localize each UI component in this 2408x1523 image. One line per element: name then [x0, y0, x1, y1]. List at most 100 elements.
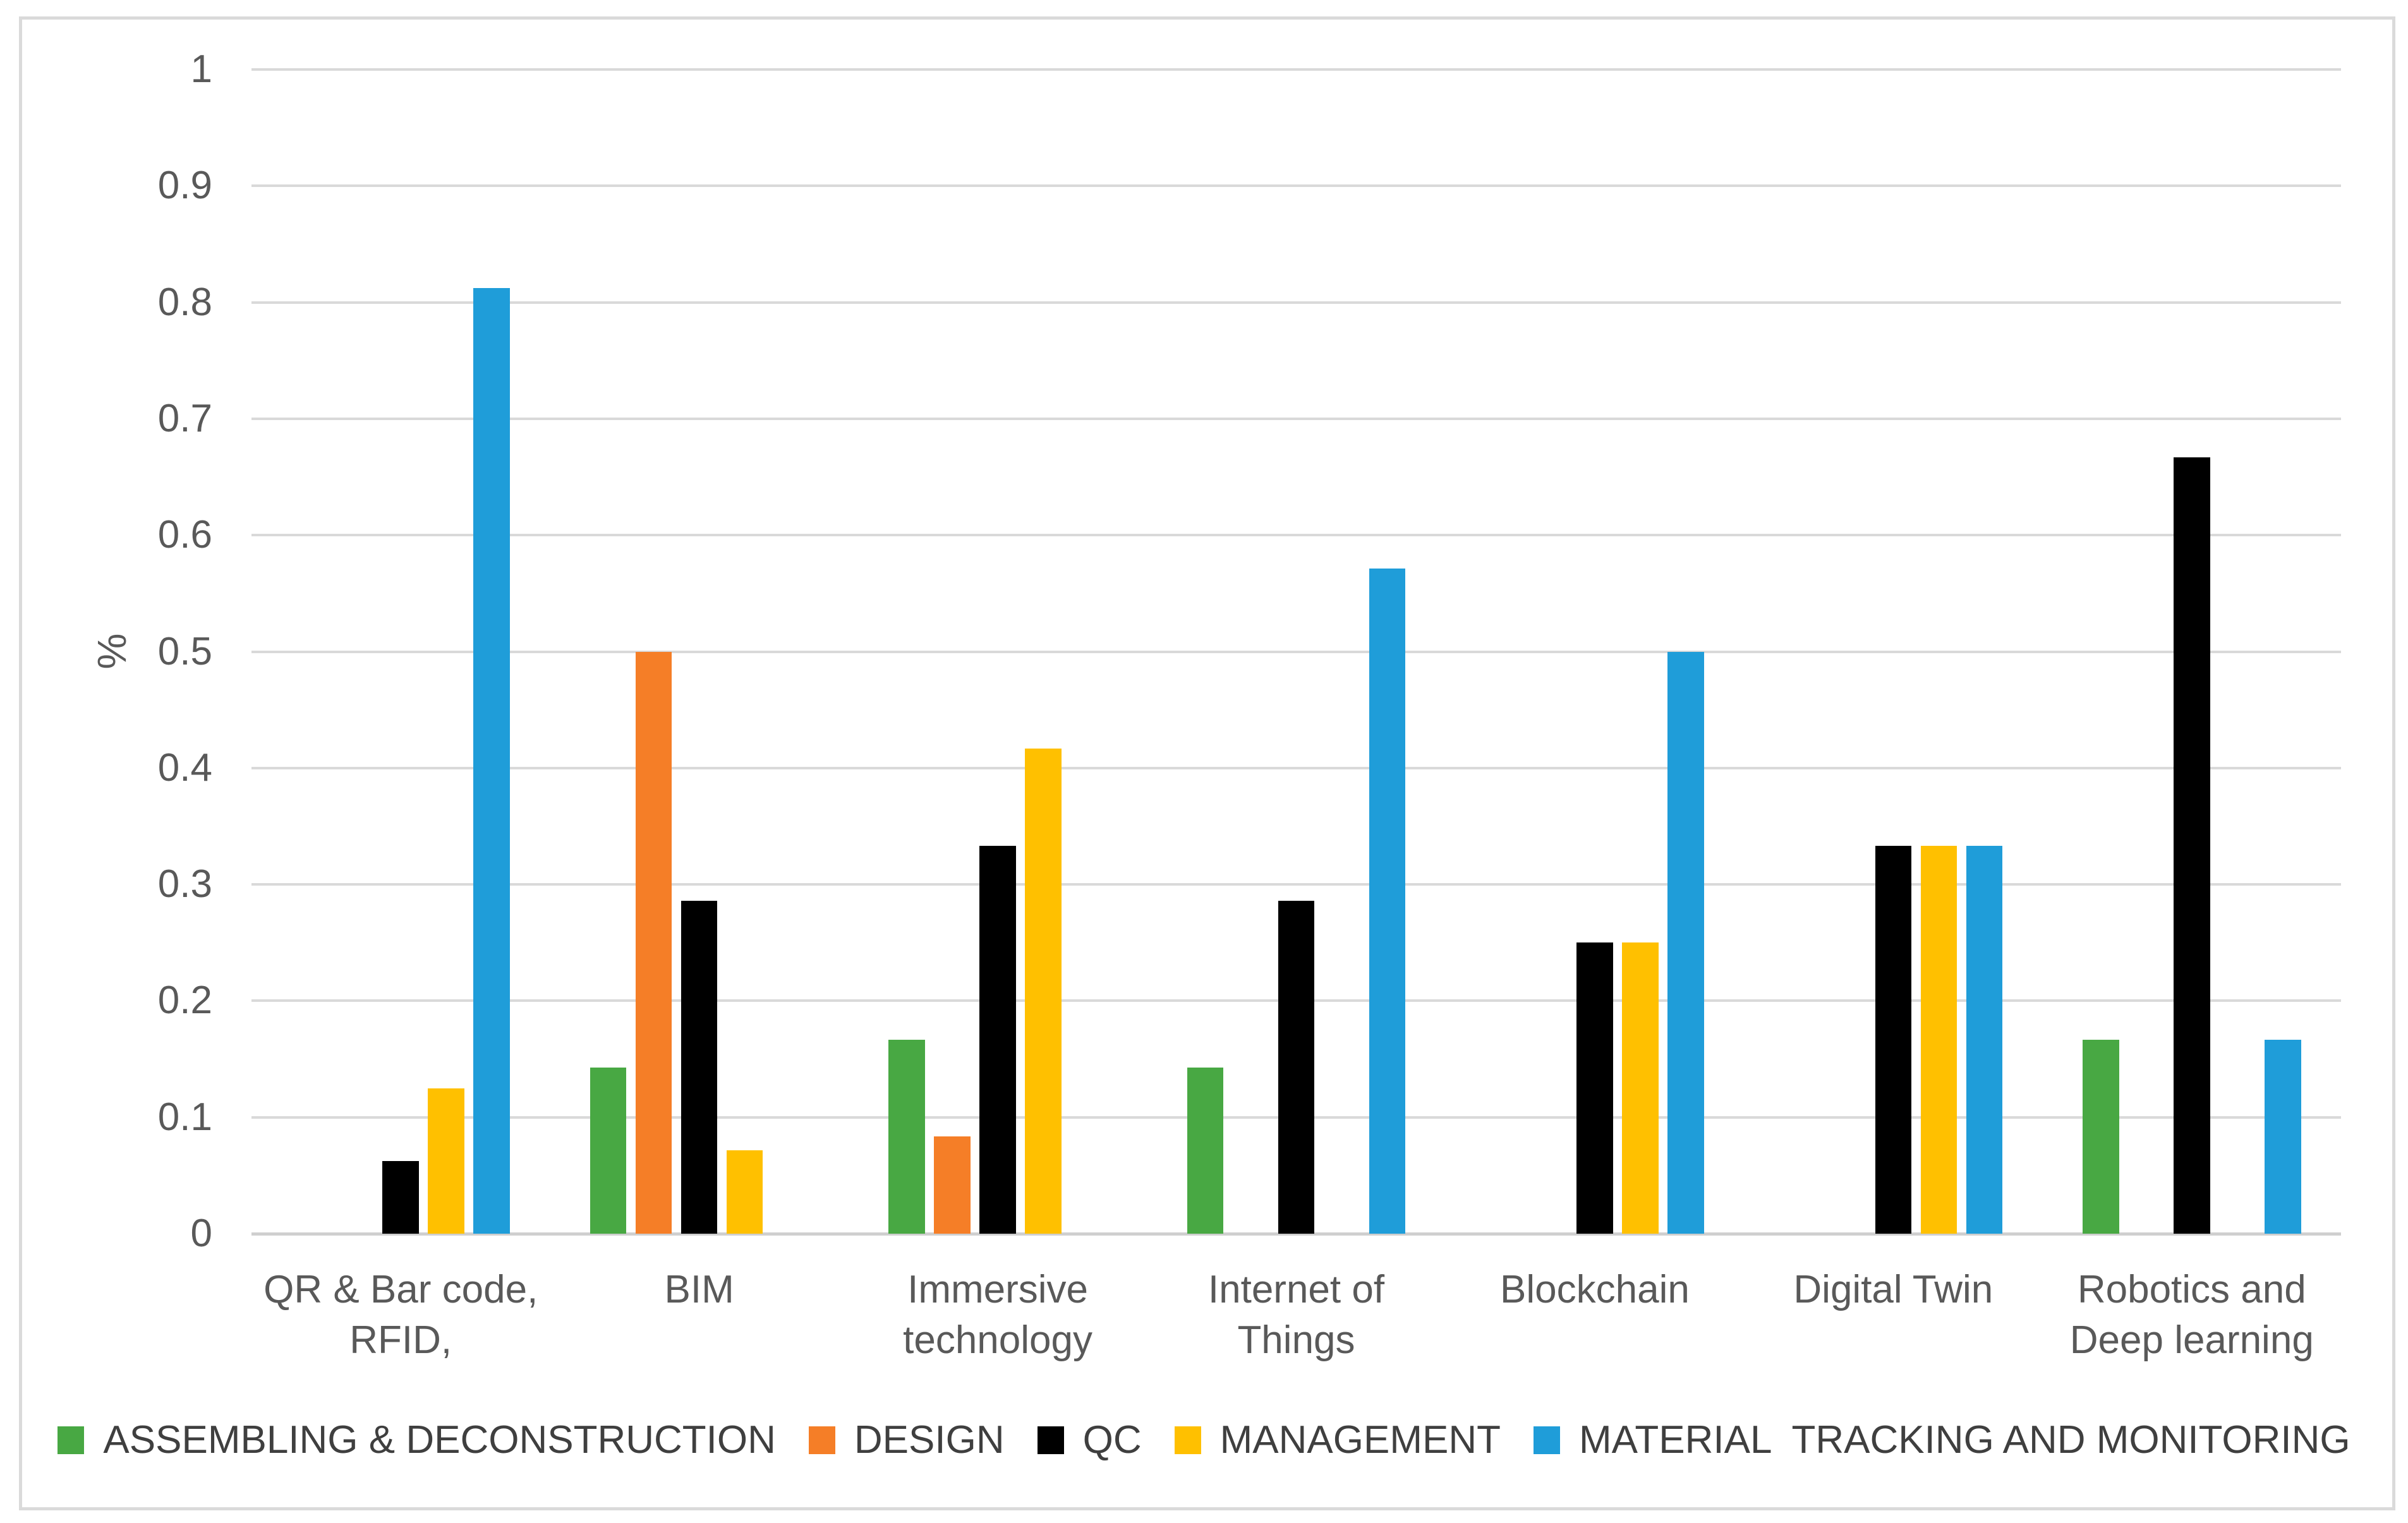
series-slot [1825, 69, 1870, 1234]
bar-management-cat2 [1025, 749, 1062, 1234]
legend-swatch-icon [1037, 1426, 1064, 1454]
gridline [251, 883, 2341, 886]
bar-material-tracking-and-monitoring-cat0 [473, 287, 510, 1234]
series-slot [287, 69, 332, 1234]
bar-qc-cat4 [1576, 942, 1613, 1234]
series-slot [1572, 69, 1618, 1234]
series-slot [884, 69, 929, 1234]
chart-border [19, 16, 2395, 1510]
y-tick-label: 0 [190, 1212, 212, 1255]
legend-label: ASSEMBLING & DECONSTRUCTION [103, 1418, 776, 1462]
legend: ASSEMBLING & DECONSTRUCTION DESIGN QC MANAG… [0, 1415, 2408, 1466]
legend-item: DESIGN [808, 1418, 1005, 1462]
series-slot [469, 69, 514, 1234]
gridline [251, 301, 2341, 304]
y-tick-label: 0.8 [157, 280, 212, 324]
y-tick-label: 0.6 [157, 513, 212, 557]
plot-area: 1 0.9 0.8 0.7 0.6 0.5 0.4 0.3 0.2 0.1 0 [158, 50, 2341, 1253]
y-tick-label: 0.5 [157, 629, 212, 673]
bar-design-cat1 [635, 651, 672, 1234]
bar-assembling-deconstruction-cat6 [2083, 1039, 2119, 1234]
category-group [1147, 69, 1445, 1234]
bar-assembling-deconstruction-cat2 [888, 1039, 925, 1234]
series-slot [1779, 69, 1825, 1234]
series-slot [1364, 69, 1410, 1234]
series-slot [929, 69, 975, 1234]
bar-design-cat2 [934, 1136, 971, 1234]
x-category-label: Robotics and Deep learning [2069, 1268, 2314, 1362]
bar-assembling-deconstruction-cat3 [1187, 1067, 1224, 1234]
series-slot [423, 69, 469, 1234]
series-slot [2169, 69, 2215, 1234]
legend-item: MATERIAL TRACKING AND MONITORING [1533, 1418, 2351, 1462]
category-group [1744, 69, 2042, 1234]
series-slot [586, 69, 631, 1234]
gridline [251, 1232, 2341, 1236]
series-slot [1066, 69, 1111, 1234]
category-slots [550, 69, 848, 1234]
series-slot [1020, 69, 1066, 1234]
series-slot [768, 69, 813, 1234]
y-tick-label: 0.9 [157, 164, 212, 208]
bar-management-cat4 [1622, 942, 1659, 1234]
category-slots [1147, 69, 1445, 1234]
x-axis-labels: QR & Bar code, RFID, BIM Immersive technol… [251, 1265, 2341, 1378]
series-slot [975, 69, 1020, 1234]
category-group [849, 69, 1147, 1234]
category-slots [1446, 69, 1744, 1234]
series-slot [332, 69, 378, 1234]
x-category-label: Blockchain [1500, 1268, 1690, 1311]
y-tick-label: 0.4 [157, 745, 212, 790]
series-slot [631, 69, 677, 1234]
bar-qc-cat6 [2173, 457, 2210, 1234]
series-slot [2215, 69, 2260, 1234]
y-tick-label: 1 [190, 47, 212, 91]
bar-qc-cat3 [1278, 901, 1315, 1234]
x-category-label: QR & Bar code, RFID, [263, 1268, 538, 1362]
bar-qc-cat0 [382, 1160, 419, 1234]
legend-swatch-icon [808, 1426, 835, 1454]
bar-material-tracking-and-monitoring-cat3 [1369, 568, 1406, 1234]
legend-item: QC [1037, 1418, 1142, 1462]
series-slot [1961, 69, 2007, 1234]
bar-management-cat1 [726, 1150, 763, 1234]
series-slot [1618, 69, 1663, 1234]
category-slots [1744, 69, 2042, 1234]
legend-swatch-icon [1174, 1426, 1201, 1454]
series-slot [1916, 69, 1961, 1234]
series-slot [1228, 69, 1274, 1234]
series-slot [378, 69, 423, 1234]
legend-label: QC [1082, 1418, 1142, 1462]
category-group [1446, 69, 1744, 1234]
category-group [251, 69, 550, 1234]
y-tick-label: 0.7 [157, 396, 212, 440]
bar-material-tracking-and-monitoring-cat5 [1966, 845, 2003, 1234]
y-axis-title: % [89, 633, 135, 670]
series-slot [1870, 69, 1916, 1234]
bar-qc-cat2 [979, 845, 1016, 1234]
series-slot [1663, 69, 1709, 1234]
legend-swatch-icon [57, 1426, 85, 1454]
y-tick-label: 0.2 [157, 978, 212, 1023]
legend-label: DESIGN [854, 1418, 1005, 1462]
y-tick-label: 0.1 [157, 1095, 212, 1139]
legend-item: MANAGEMENT [1174, 1421, 1501, 1460]
series-slot [1481, 69, 1527, 1234]
legend-label: MATERIAL TRACKING AND MONITORING [1578, 1418, 2351, 1462]
category-slots [849, 69, 1147, 1234]
x-category-label: BIM [664, 1268, 734, 1311]
gridline [251, 184, 2341, 188]
bar-management-cat0 [428, 1088, 464, 1234]
x-category-label: Digital Twin [1793, 1268, 1994, 1311]
legend-swatch-icon [1533, 1426, 1560, 1454]
bar-management-cat5 [1920, 845, 1957, 1234]
category-group [550, 69, 848, 1234]
gridline [251, 766, 2341, 769]
x-category-label: Immersive technology [903, 1268, 1092, 1362]
bar-material-tracking-and-monitoring-cat4 [1667, 651, 1704, 1234]
category-slots [2043, 69, 2341, 1234]
y-tick-label: 0.3 [157, 862, 212, 906]
gridline [251, 68, 2341, 71]
series-slot [722, 69, 768, 1234]
